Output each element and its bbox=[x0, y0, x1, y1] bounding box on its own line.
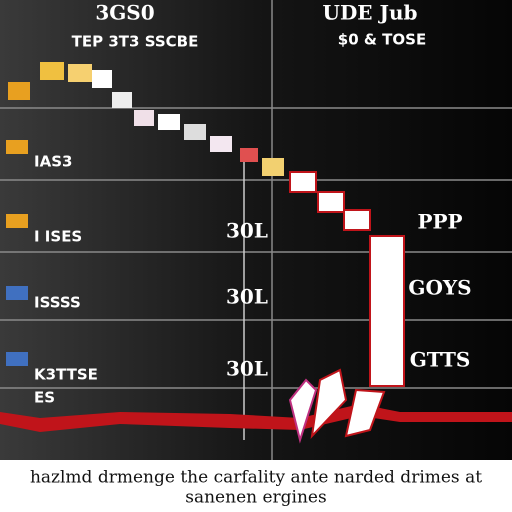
block bbox=[158, 114, 180, 130]
block bbox=[262, 158, 284, 176]
block bbox=[310, 368, 348, 439]
block bbox=[317, 191, 345, 213]
caption: hazlmd drmenge the carfality ante narded… bbox=[30, 468, 482, 488]
row-value: 30L bbox=[226, 219, 268, 243]
row-label: ISSSS bbox=[34, 294, 81, 312]
row-label: ES bbox=[34, 389, 55, 407]
red-band bbox=[0, 404, 512, 432]
block bbox=[68, 64, 92, 82]
header-title: UDE Jub bbox=[323, 1, 418, 25]
block bbox=[289, 171, 317, 193]
block bbox=[240, 148, 258, 162]
block bbox=[112, 92, 132, 108]
block bbox=[8, 82, 30, 100]
row-value: GOYS bbox=[408, 276, 471, 300]
block-path bbox=[8, 62, 405, 444]
caption-area bbox=[0, 460, 512, 512]
row-value: 30L bbox=[226, 285, 268, 309]
caption: sanenen ergines bbox=[185, 488, 326, 508]
row-label: IAS3 bbox=[34, 153, 72, 171]
block bbox=[288, 378, 318, 444]
row-value: 30L bbox=[226, 357, 268, 381]
block bbox=[134, 110, 154, 126]
row-value: GTTS bbox=[410, 348, 471, 372]
block bbox=[40, 62, 64, 80]
icon bbox=[6, 214, 28, 228]
header-subtitle: TEP 3T3 SSCBE bbox=[72, 33, 199, 51]
header-title: 3GS0 bbox=[95, 1, 154, 25]
icon bbox=[6, 286, 28, 300]
block bbox=[344, 388, 386, 438]
row-labels: IAS3 I ISES 30L PPP ISSSS 30L GOYS K3TTSE 30L GTT… bbox=[34, 153, 472, 407]
grid bbox=[0, 0, 512, 460]
column bbox=[369, 235, 405, 387]
block bbox=[92, 70, 112, 88]
block bbox=[184, 124, 206, 140]
block bbox=[343, 209, 371, 231]
row-value: PPP bbox=[417, 210, 462, 234]
block bbox=[210, 136, 232, 152]
icon bbox=[6, 352, 28, 366]
header-subtitle: $0 & TOSE bbox=[338, 31, 426, 49]
row-label: K3TTSE bbox=[34, 366, 98, 384]
icon bbox=[6, 140, 28, 154]
row-label: I ISES bbox=[34, 228, 82, 246]
